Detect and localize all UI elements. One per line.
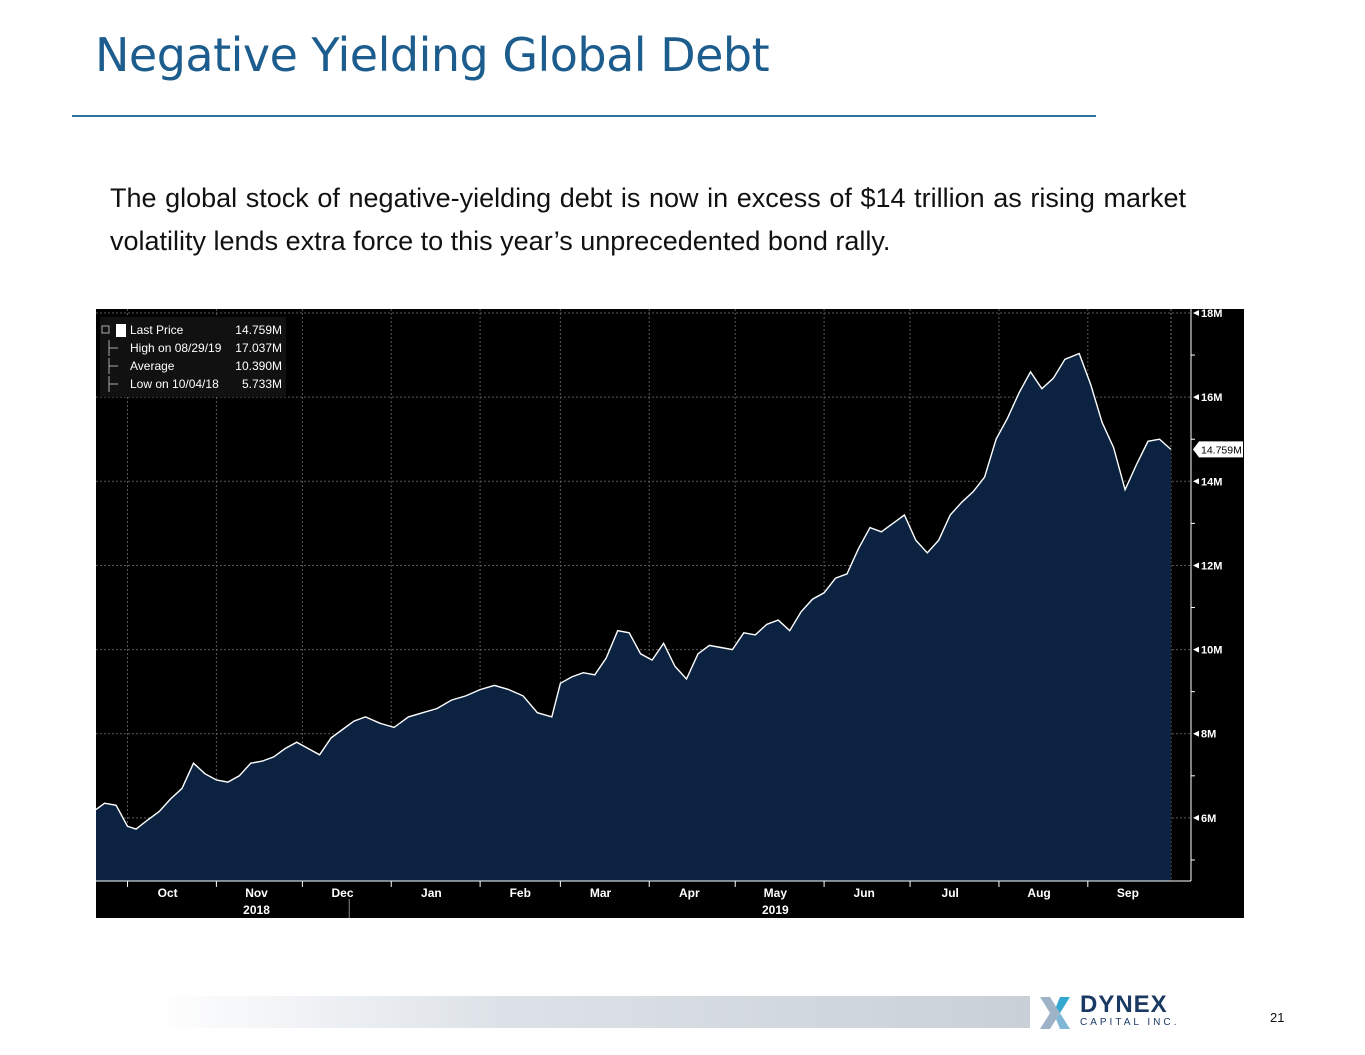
x-tick-label: May bbox=[764, 886, 788, 900]
legend-value: 14.759M bbox=[235, 323, 282, 337]
slide-body-text: The global stock of negative-yielding de… bbox=[110, 183, 1186, 256]
y-tick-label: 14M bbox=[1201, 476, 1222, 488]
y-tick-label: 6M bbox=[1201, 813, 1216, 825]
x-tick-label: Sep bbox=[1117, 886, 1139, 900]
legend-value: 10.390M bbox=[235, 359, 282, 373]
y-tick-label: 10M bbox=[1201, 645, 1222, 657]
x-tick-label: Aug bbox=[1027, 886, 1050, 900]
x-tick-label: Mar bbox=[590, 886, 612, 900]
y-tick-arrow bbox=[1193, 646, 1199, 653]
y-tick-label: 18M bbox=[1201, 309, 1222, 320]
x-tick-label: Jul bbox=[942, 886, 959, 900]
x-tick-label: Jun bbox=[854, 886, 875, 900]
legend-marker-square bbox=[116, 324, 126, 337]
legend-value: 5.733M bbox=[242, 377, 282, 391]
legend-box bbox=[100, 317, 286, 397]
x-tick-label: Dec bbox=[332, 886, 354, 900]
y-tick-arrow bbox=[1193, 478, 1199, 485]
chart-axes: 18M 16M 14M 12M 10M 8M 6M Oct Nov Dec Jan Feb Mar Apr… bbox=[96, 309, 1243, 918]
logo-wordmark: DYNEX bbox=[1080, 991, 1168, 1018]
footer-band bbox=[150, 996, 1030, 1028]
chart-svg: 18M 16M 14M 12M 10M 8M 6M Oct Nov Dec Jan Feb Mar Apr… bbox=[96, 309, 1243, 918]
legend-collapse-icon bbox=[101, 325, 110, 334]
y-tick-label: 16M bbox=[1201, 392, 1222, 404]
x-year-label: 2019 bbox=[762, 903, 789, 917]
legend-value: 17.037M bbox=[235, 341, 282, 355]
dynex-logo-mark-icon bbox=[1040, 997, 1070, 1029]
y-tick-arrow bbox=[1193, 730, 1199, 737]
series-area bbox=[96, 353, 1171, 881]
legend-label: High on 08/29/19 bbox=[130, 341, 222, 355]
slide-title: Negative Yielding Global Debt bbox=[95, 28, 770, 82]
y-tick-label: 12M bbox=[1201, 560, 1222, 572]
x-tick-label: Nov bbox=[245, 886, 268, 900]
x-tick-label: Oct bbox=[158, 886, 178, 900]
series-line bbox=[96, 352, 1172, 830]
legend-label: Average bbox=[130, 359, 175, 373]
last-value-label: 14.759M bbox=[1201, 444, 1242, 456]
chart-legend: Last Price 14.759M High on 08/29/19 17.037M… bbox=[100, 317, 286, 397]
x-tick-label: Jan bbox=[421, 886, 442, 900]
page-number: 21 bbox=[1270, 1010, 1285, 1025]
legend-label: Last Price bbox=[130, 323, 184, 337]
title-divider bbox=[72, 115, 1096, 117]
y-tick-label: 8M bbox=[1201, 729, 1216, 741]
legend-label: Low on 10/04/18 bbox=[130, 377, 219, 391]
x-tick-label: Feb bbox=[510, 886, 531, 900]
y-tick-arrow bbox=[1193, 562, 1199, 569]
y-tick-arrow bbox=[1193, 310, 1199, 316]
dynex-logo: DYNEX CAPITAL INC. bbox=[1040, 991, 1180, 1031]
logo-subtitle: CAPITAL INC. bbox=[1080, 1017, 1180, 1028]
y-tick-arrow bbox=[1193, 394, 1199, 401]
x-tick-label: Apr bbox=[679, 886, 700, 900]
x-year-label: 2018 bbox=[243, 903, 270, 917]
last-value-tag bbox=[1193, 441, 1243, 458]
debt-chart: 18M 16M 14M 12M 10M 8M 6M Oct Nov Dec Jan Feb Mar Apr… bbox=[96, 309, 1244, 918]
y-tick-arrow bbox=[1193, 814, 1199, 821]
